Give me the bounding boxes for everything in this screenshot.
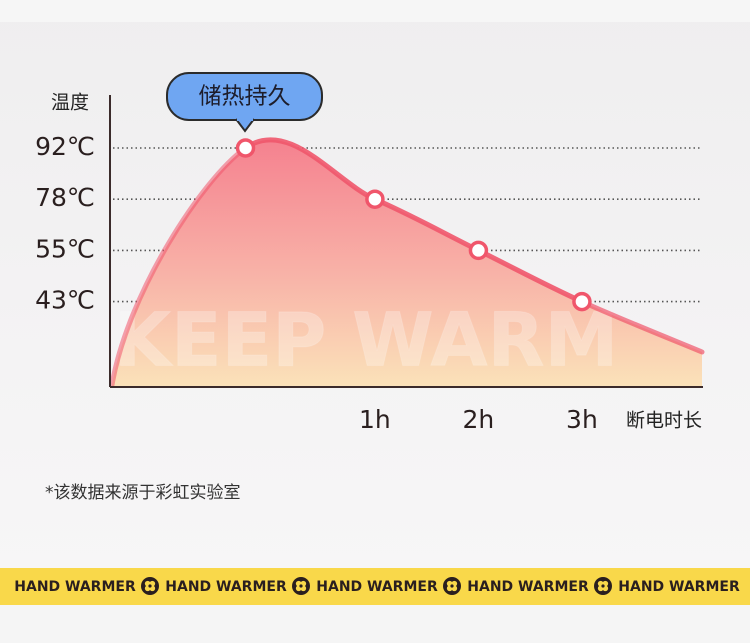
point: [365, 189, 385, 209]
y-tick-label: 55℃: [35, 234, 95, 263]
y-axis-label: 温度: [51, 92, 89, 114]
point: [572, 291, 592, 312]
curve-tail: [579, 299, 705, 355]
callout-pointer: [235, 118, 255, 133]
flower-center: [148, 584, 152, 588]
point: [235, 138, 256, 158]
flower-center: [450, 584, 454, 588]
y-tick-label: 78℃: [35, 183, 95, 212]
top-strip: [0, 0, 750, 22]
x-axis-label: 断电时长: [626, 410, 702, 432]
x-tick-label: 3h: [566, 405, 598, 434]
bottom-strip: [0, 605, 750, 643]
callout-text: 储热持久: [199, 84, 291, 110]
banner-text: HAND WARMER: [467, 579, 589, 595]
curve-tail: [109, 145, 249, 388]
banner-items: HAND WARMER HAND WARMER HAND WARMER HAND WA…: [14, 577, 740, 595]
banner-text: HAND WARMER: [618, 579, 740, 595]
callout: 储热持久: [166, 72, 323, 133]
x-tick-label: 1h: [359, 405, 391, 434]
banner-text: HAND WARMER: [14, 579, 136, 595]
footnote: *该数据来源于彩虹实验室: [45, 483, 241, 503]
point: [468, 240, 489, 261]
y-tick-label: 92℃: [35, 132, 95, 161]
banner-text: HAND WARMER: [316, 579, 438, 595]
x-tick-label: 2h: [463, 405, 495, 434]
plot: KEEP WARM: [109, 137, 705, 388]
callout-join: [237, 116, 253, 121]
flower-center: [601, 584, 605, 588]
line: [243, 137, 585, 305]
y-tick-label: 43℃: [35, 286, 95, 315]
flower-center: [299, 584, 303, 588]
banner: [0, 568, 750, 605]
watermark: KEEP WARM: [114, 298, 619, 384]
banner-text: HAND WARMER: [165, 579, 287, 595]
area: [112, 139, 702, 387]
